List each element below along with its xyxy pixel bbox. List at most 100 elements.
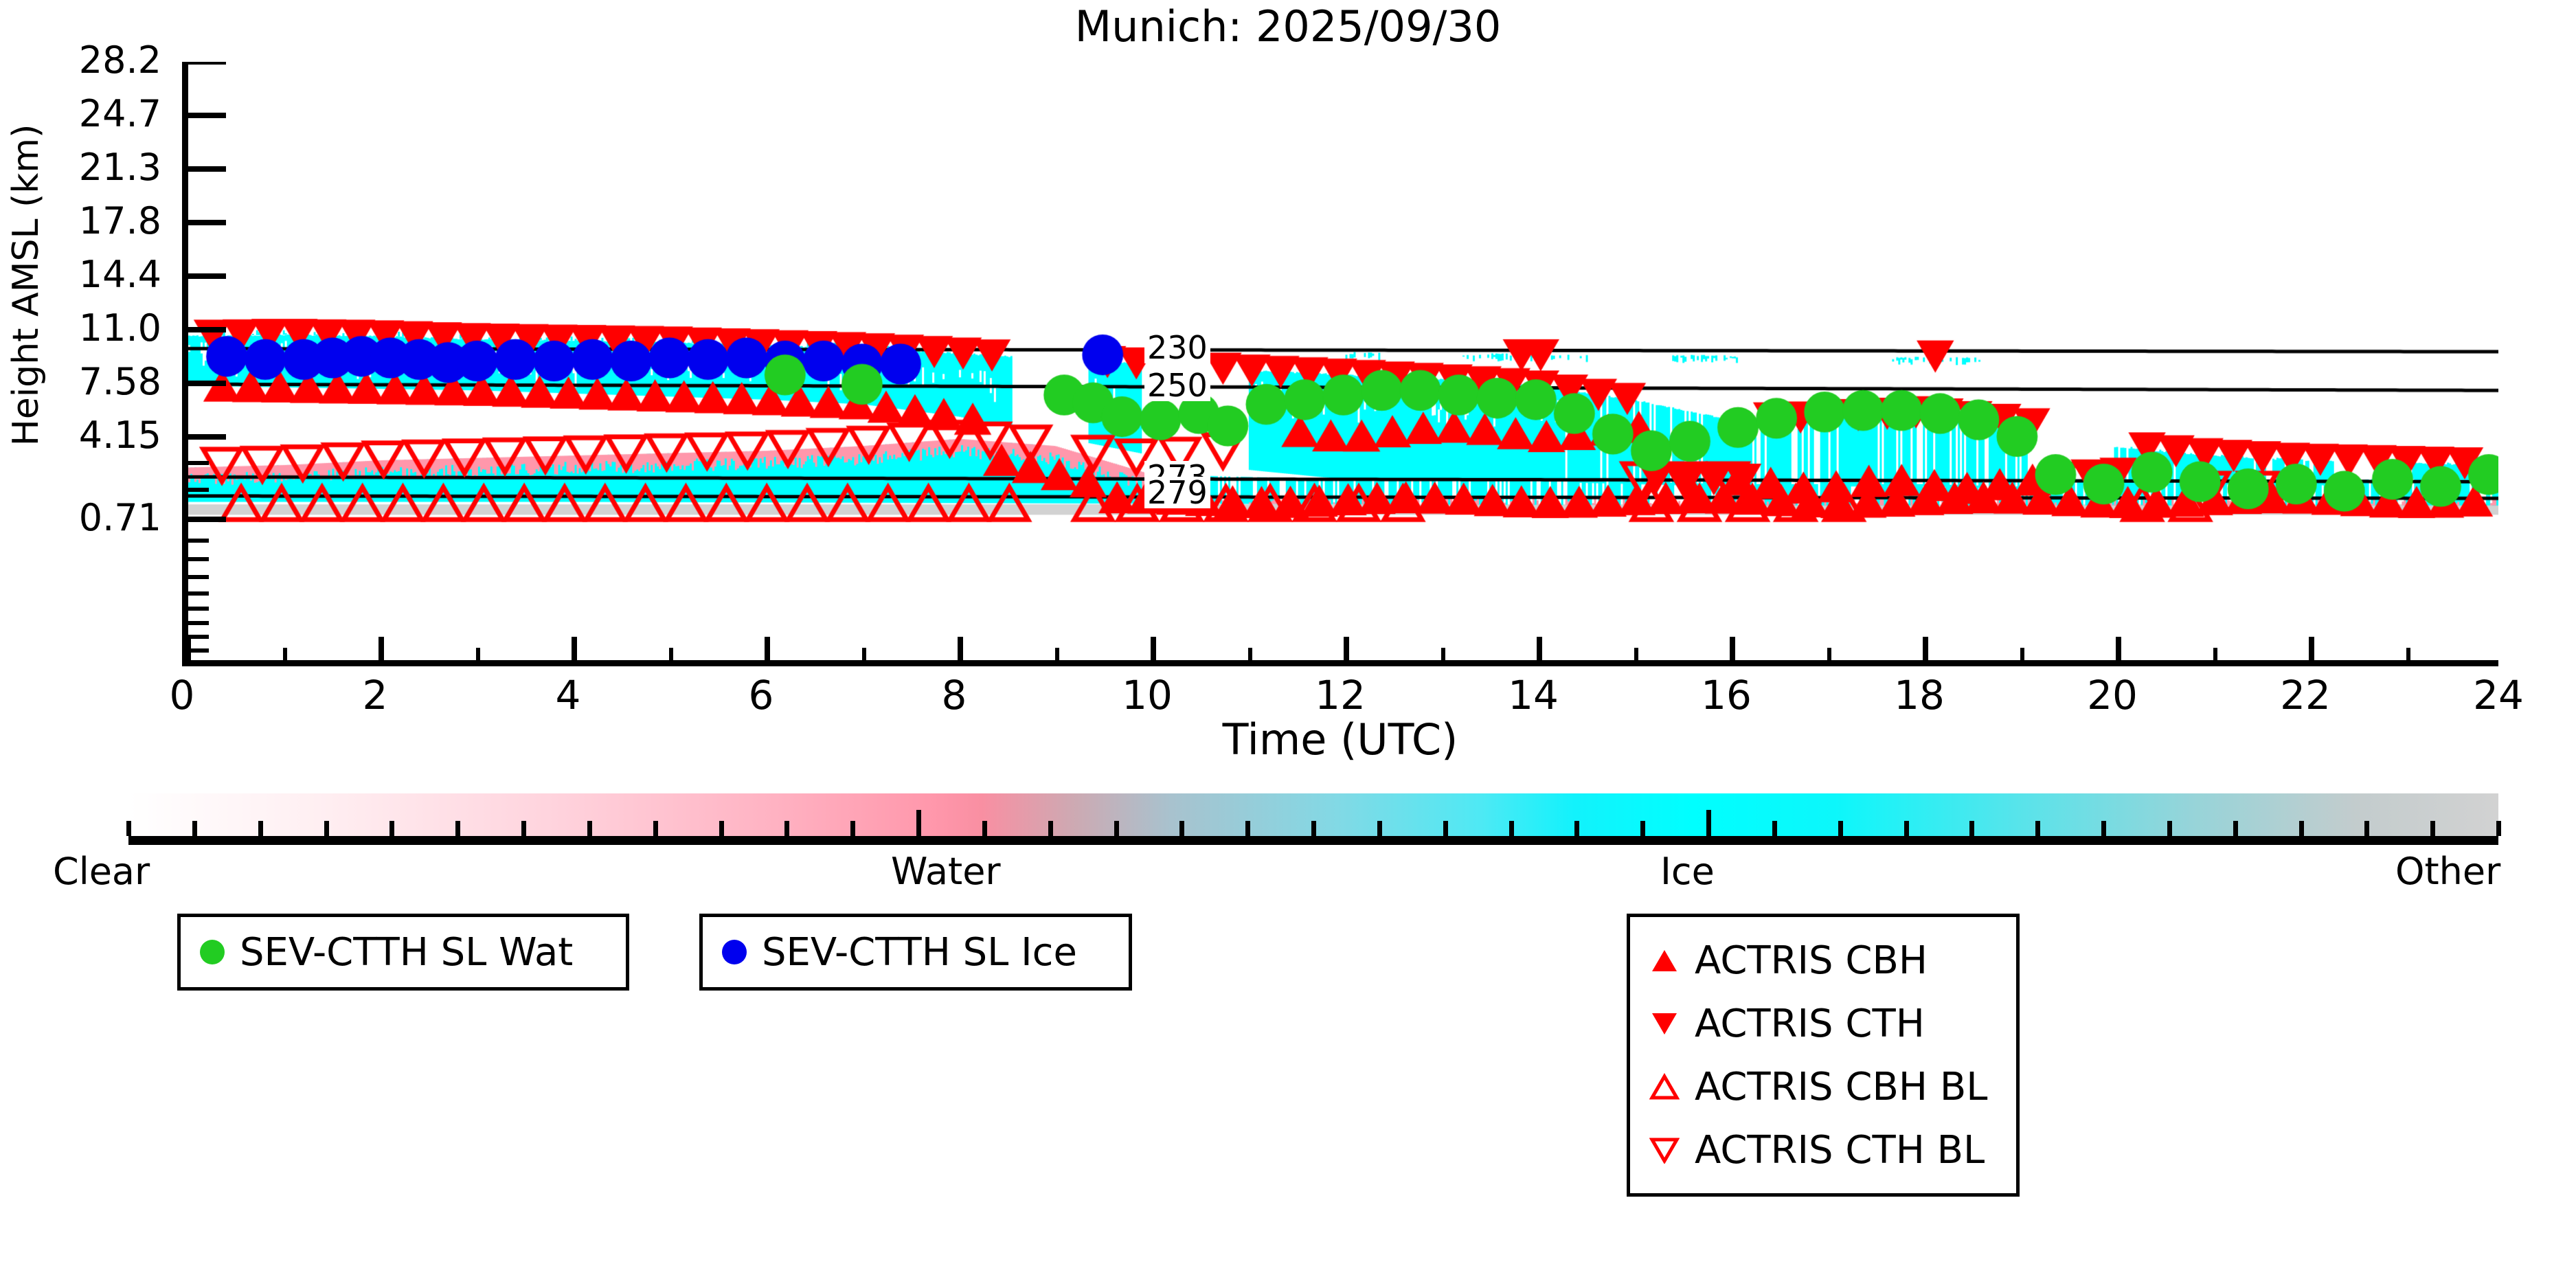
y-tick-minor: [188, 574, 209, 579]
colorbar-tick: [2233, 821, 2238, 836]
colorbar-tick: [1574, 821, 1580, 836]
y-tick-label: 21.3: [78, 145, 161, 189]
y-tick-major: [188, 273, 226, 279]
x-tick-major: [1730, 637, 1735, 660]
legend-item-actris-cth[interactable]: ACTRIS CTH: [1630, 992, 2016, 1055]
colorbar-tick: [2101, 821, 2106, 836]
colorbar-tick: [1969, 821, 1975, 836]
y-tick-label: 4.15: [78, 413, 161, 457]
colorbar-label-clear: Clear: [53, 850, 150, 893]
colorbar-label-water: Water: [891, 850, 1001, 893]
colorbar-tick: [2496, 821, 2501, 836]
x-tick-label: 14: [1508, 672, 1559, 719]
colorbar-tick: [850, 821, 856, 836]
y-tick-major: [188, 433, 226, 440]
y-axis-title: Height AMSL (km): [5, 124, 47, 447]
y-tick-label: 17.8: [78, 199, 161, 242]
colorbar[interactable]: Clear Water Ice Other: [53, 793, 2501, 896]
colorbar-tick: [1706, 810, 1711, 836]
colorbar-tick: [192, 821, 197, 836]
legend-item-actris-cth-bl[interactable]: ACTRIS CTH BL: [1630, 1118, 2016, 1182]
y-tick-minor: [188, 538, 209, 543]
x-tick-label: 24: [2473, 672, 2524, 719]
colorbar-tick: [1311, 821, 1316, 836]
y-tick-minor: [188, 461, 209, 466]
colorbar-tick: [1509, 821, 1514, 836]
legend-item-sev-wat[interactable]: SEV-CTTH SL Wat: [181, 920, 626, 984]
y-tick-minor: [188, 606, 209, 611]
y-tick-label: 24.7: [78, 91, 161, 135]
legend-actris[interactable]: ACTRIS CBH ACTRIS CTH ACTRIS CBH BL ACTR…: [1627, 914, 2020, 1197]
y-tick-minor: [188, 591, 209, 596]
legend-item-actris-cbh-bl[interactable]: ACTRIS CBH BL: [1630, 1055, 2016, 1118]
x-tick-minor: [475, 648, 480, 660]
colorbar-tick: [1903, 821, 1909, 836]
colorbar-axis-line: [128, 836, 2498, 845]
colorbar-tick: [1377, 821, 1382, 836]
x-tick-label: 8: [941, 672, 967, 719]
colorbar-tick: [389, 821, 395, 836]
page-title: Munich: 2025/09/30: [1074, 1, 1502, 52]
colorbar-tick: [521, 821, 526, 836]
colorbar-label-other: Other: [2395, 850, 2501, 893]
isotherm-label-279: 279: [1144, 477, 1210, 509]
legend-label-actris-cbh-bl: ACTRIS CBH BL: [1695, 1064, 1988, 1109]
colorbar-tick: [982, 821, 987, 836]
x-tick-major: [1151, 637, 1156, 660]
legend-sev-ctth-sl-ice[interactable]: SEV-CTTH SL Ice: [699, 914, 1132, 991]
x-tick-label: 0: [169, 672, 195, 719]
legend-item-actris-cbh[interactable]: ACTRIS CBH: [1630, 929, 2016, 992]
x-tick-label: 18: [1894, 672, 1945, 719]
x-tick-minor: [861, 648, 866, 660]
colorbar-tick: [258, 821, 263, 836]
y-tick-label: 28.2: [78, 38, 161, 82]
colorbar-tick: [324, 821, 329, 836]
x-tick-minor: [282, 648, 287, 660]
x-tick-minor: [1827, 648, 1831, 660]
y-tick-minor: [188, 634, 209, 639]
green-circle-icon: [200, 940, 225, 964]
triangle-down-open-icon: [1649, 1136, 1680, 1164]
y-tick-major: [188, 517, 226, 523]
x-tick-label: 12: [1315, 672, 1366, 719]
colorbar-tick: [1245, 821, 1251, 836]
legend-item-sev-ice[interactable]: SEV-CTTH SL Ice: [703, 920, 1129, 984]
y-tick-major: [188, 112, 226, 118]
x-tick-major: [765, 637, 770, 660]
x-tick-minor: [1054, 648, 1059, 660]
legend-sev-ctth-sl-wat[interactable]: SEV-CTTH SL Wat: [177, 914, 629, 991]
x-tick-label: 6: [748, 672, 774, 719]
x-tick-minor: [668, 648, 673, 660]
colorbar-tick: [2364, 821, 2370, 836]
y-tick-label: 14.4: [78, 252, 161, 296]
legend-label-actris-cth: ACTRIS CTH: [1695, 1001, 1925, 1046]
colorbar-tick: [2430, 821, 2436, 836]
legend-label-actris-cbh: ACTRIS CBH: [1695, 938, 1928, 983]
blue-circle-icon: [722, 940, 747, 964]
x-tick-major: [572, 637, 577, 660]
x-tick-minor: [2406, 648, 2410, 660]
colorbar-tick: [1443, 821, 1448, 836]
y-tick-major: [188, 62, 226, 65]
x-tick-label: 2: [362, 672, 388, 719]
colorbar-tick: [1640, 821, 1646, 836]
colorbar-tick: [1772, 821, 1777, 836]
x-tick-major: [2309, 637, 2314, 660]
colorbar-tick: [916, 810, 921, 836]
y-tick-major: [188, 166, 226, 172]
y-tick-major: [188, 219, 226, 225]
legend-label-sev-ice: SEV-CTTH SL Ice: [762, 929, 1077, 975]
x-tick-major: [1537, 637, 1542, 660]
isotherm-label-230: 230: [1144, 331, 1210, 363]
x-tick-minor: [1247, 648, 1252, 660]
x-tick-major: [1344, 637, 1349, 660]
colorbar-tick: [455, 821, 461, 836]
x-axis-title: Time (UTC): [1222, 714, 1458, 765]
legend-label-actris-cth-bl: ACTRIS CTH BL: [1695, 1127, 1985, 1173]
x-tick-major: [958, 637, 963, 660]
plot-area[interactable]: 230250273279: [182, 62, 2498, 666]
y-tick-major: [188, 326, 226, 332]
x-tick-major: [1923, 637, 1928, 660]
colorbar-tick: [1114, 821, 1119, 836]
y-tick-label: 11.0: [78, 306, 161, 350]
